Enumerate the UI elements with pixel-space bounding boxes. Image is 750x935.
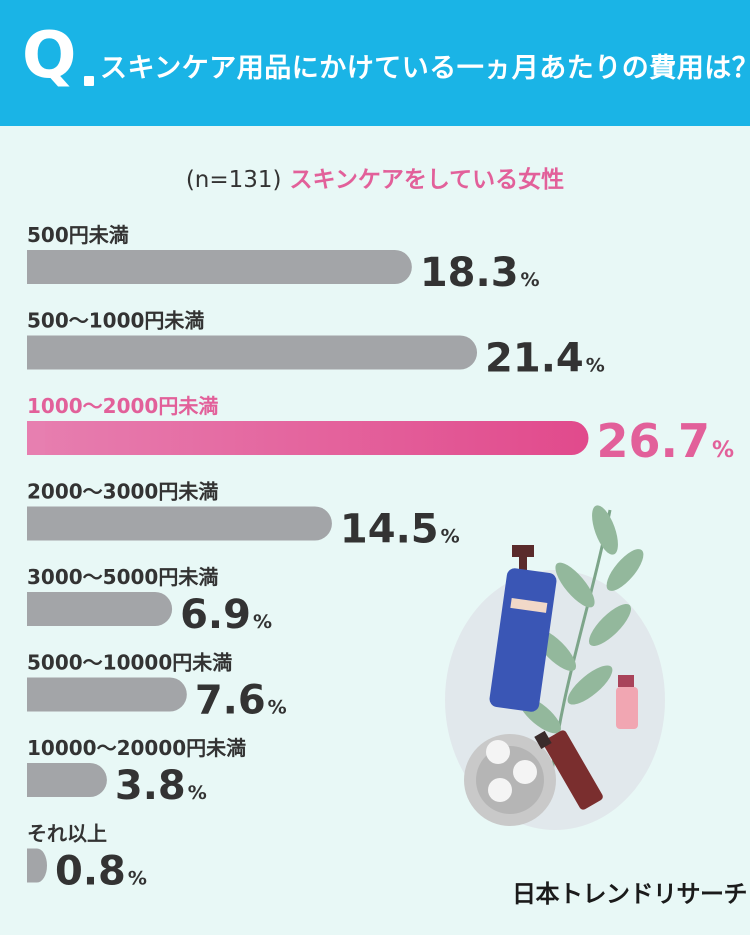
bar: [27, 335, 478, 370]
value-unit: %: [586, 355, 605, 377]
bar: [27, 763, 107, 797]
value-label: 3.8%: [115, 763, 207, 809]
category-label: 5000〜10000円未満: [27, 651, 232, 675]
value-label: 14.5%: [340, 507, 460, 553]
q-mark: Q: [22, 19, 77, 93]
bar: [27, 421, 589, 455]
category-label: それ以上: [27, 822, 107, 846]
value-unit: %: [128, 868, 147, 890]
bar-left-edge: [27, 421, 45, 455]
value-number: 0.8: [55, 849, 126, 895]
bar-left-edge: [27, 763, 45, 797]
value-number: 21.4: [485, 336, 584, 382]
value-unit: %: [253, 611, 272, 633]
value-label: 18.3%: [420, 250, 540, 296]
brand-logo: 日本トレンドリサーチ: [512, 880, 748, 908]
category-label: 3000〜5000円未満: [27, 565, 218, 589]
bar-left-edge: [27, 250, 45, 284]
sample-size: (n=131): [185, 167, 282, 193]
value-number: 26.7: [597, 414, 711, 468]
value-unit: %: [712, 438, 734, 463]
value-label: 26.7%: [597, 414, 735, 468]
value-unit: %: [268, 697, 287, 719]
value-unit: %: [188, 782, 207, 804]
bar: [27, 250, 412, 284]
category-label: 10000〜20000円未満: [27, 736, 246, 760]
skincare-illustration: [445, 505, 665, 830]
subtitle: (n=131) スキンケアをしている女性: [0, 160, 750, 194]
value-label: 7.6%: [195, 678, 287, 724]
value-label: 0.8%: [55, 849, 147, 895]
respondent-group: スキンケアをしている女性: [289, 167, 565, 193]
category-label: 500〜1000円未満: [27, 309, 204, 333]
question-text: スキンケア用品にかけている一ヵ月あたりの費用は？: [100, 53, 750, 84]
value-unit: %: [441, 526, 460, 548]
bar-left-edge: [27, 506, 45, 541]
bar: [27, 592, 173, 626]
category-label: 2000〜3000円未満: [27, 480, 218, 504]
bar-left-edge: [27, 848, 37, 883]
value-number: 6.9: [180, 592, 251, 638]
value-label: 6.9%: [180, 592, 272, 638]
value-unit: %: [521, 269, 540, 291]
value-number: 3.8: [115, 763, 186, 809]
bar: [27, 506, 332, 541]
category-label: 1000〜2000円未満: [27, 394, 218, 418]
category-label: 500円未満: [27, 223, 129, 247]
value-number: 18.3: [420, 250, 519, 296]
bar-left-edge: [27, 335, 45, 370]
bar: [27, 677, 187, 712]
value-number: 7.6: [195, 678, 266, 724]
value-number: 14.5: [340, 507, 439, 553]
bar-left-edge: [27, 677, 45, 712]
q-dot: [84, 76, 94, 86]
bar-left-edge: [27, 592, 45, 626]
question-header: Q スキンケア用品にかけている一ヵ月あたりの費用は？: [0, 0, 750, 126]
value-label: 21.4%: [485, 336, 605, 382]
